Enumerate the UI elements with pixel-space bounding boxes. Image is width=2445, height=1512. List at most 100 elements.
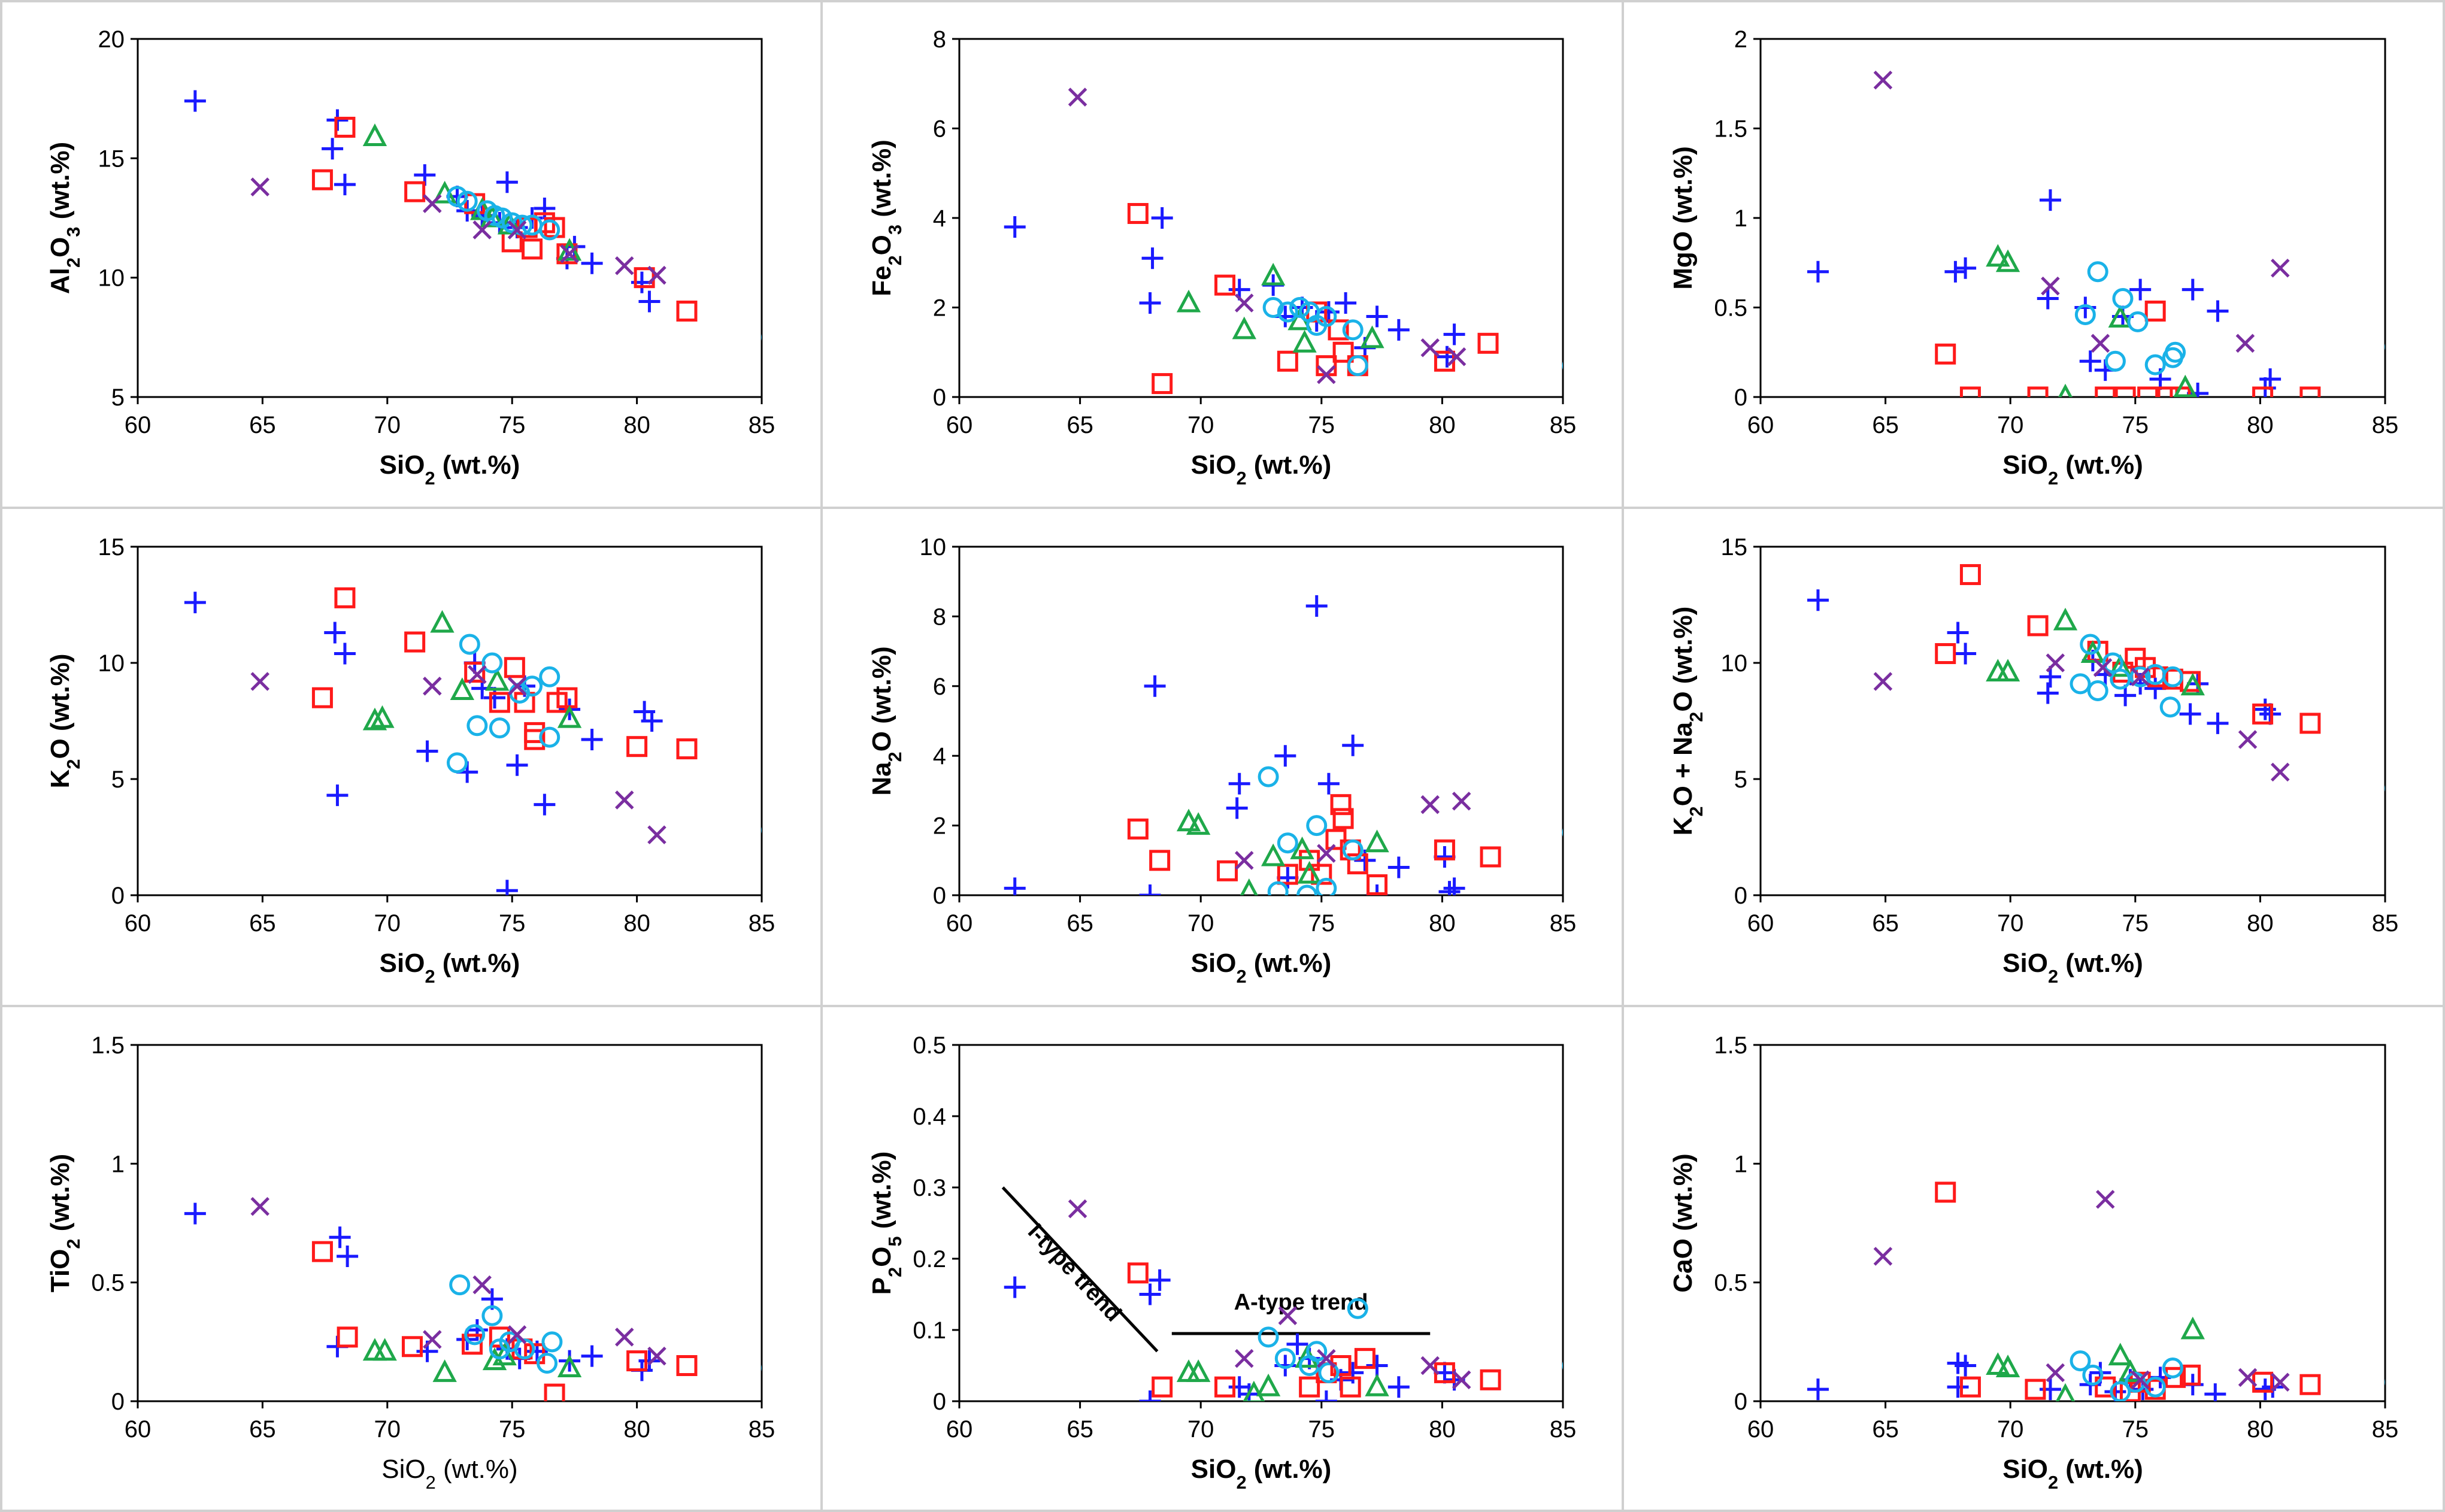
point-square [1214,274,1236,296]
x-tick-label: 80 [623,910,650,937]
y-tick-label: 15 [1721,534,1748,560]
point-plus [1438,881,1461,895]
point-square [1367,874,1388,895]
point-circle [2127,311,2149,332]
point-cross [1420,338,1440,357]
point-circle [447,186,468,207]
point-square [2299,386,2321,397]
point-circle [1267,881,1289,895]
point-square [1959,386,1981,397]
point-square [1935,643,1956,664]
point-circle [2144,354,2166,375]
y-axis-label: TiO2 (wt.%) [46,1154,84,1292]
point-circle [514,1338,535,1360]
point-cross [250,177,269,196]
y-tick-label: 0.5 [1714,295,1747,322]
point-circle [1347,1298,1368,1319]
point-triangle [362,123,387,146]
x-tick-label: 80 [623,412,650,438]
x-tick-label: 70 [374,1416,401,1443]
point-cross [423,1330,442,1349]
point-circle [459,634,480,655]
point-square [2157,386,2179,397]
point-cross [1068,1199,1087,1219]
point-plus [184,90,206,112]
y-tick-label: 2 [933,295,946,322]
point-circle [2104,350,2126,372]
point-circle [1316,305,1337,327]
point-plus [1141,247,1164,269]
point-plus [1342,1362,1364,1384]
point-plus [1944,260,1967,283]
point-circle [1318,1362,1340,1383]
point-cross [507,677,527,696]
data-points [1807,71,2385,397]
point-plus [184,592,206,614]
point-square [464,662,486,683]
point-triangle [1360,325,1384,349]
point-triangle [2108,1343,2132,1366]
y-tick-label: 10 [920,534,947,560]
point-square [489,692,510,713]
point-plus [184,1202,206,1225]
point-triangle [362,707,387,731]
x-tick-label: 75 [2122,1416,2149,1443]
point-square [1354,1348,1375,1369]
point-square [2095,386,2116,397]
data-points [1004,87,1563,395]
chart-mgo: 60 65 70 75 80 85 0 0.5 1 1.5 2 SiO2 (wt.%) MgO (wt.… [1668,26,2398,489]
x-tick-label: 60 [946,910,973,937]
point-plus [1387,856,1410,878]
x-tick-label: 60 [125,910,152,937]
point-circle [2162,1357,2183,1378]
point-circle [1277,832,1298,854]
point-cross [614,1328,634,1347]
point-plus [1226,797,1248,819]
point-plus [1004,216,1026,238]
point-plus [1434,846,1456,868]
point-circle [2112,288,2134,310]
point-plus [1228,772,1250,795]
point-cross [647,265,666,285]
point-square [1480,846,1501,868]
point-cross [2238,1368,2258,1387]
x-tick-label: 85 [749,1416,775,1443]
point-square [2299,1374,2321,1395]
point-triangle [1186,1359,1211,1382]
point-triangle [1261,262,1286,286]
point-plus [1807,260,1829,283]
x-tick-label: 80 [1429,1416,1456,1443]
point-square [544,1383,565,1401]
plot-area [958,546,1564,896]
x-tick-label: 65 [1067,910,1093,937]
point-square [2027,615,2049,637]
point-circle [1342,839,1364,860]
point-cross [468,665,487,684]
x-axis-label: SiO2 (wt.%) [1191,949,1332,987]
point-square [1332,808,1354,829]
point-circle [1562,1361,1563,1370]
point-circle [1277,301,1298,323]
y-tick-label: 2 [933,813,946,840]
point-circle [761,1365,762,1371]
point-square [311,687,333,708]
point-square [1127,1262,1149,1284]
point-square [2180,1364,2201,1386]
point-plus [2129,278,2152,301]
x-tick-label: 65 [1067,1416,1093,1443]
point-circle [2129,666,2151,687]
point-circle [1562,828,1563,837]
point-plus [329,1226,351,1249]
x-tick-label: 75 [2122,412,2149,438]
point-circle [1262,297,1284,318]
data-points [1004,595,1563,895]
point-circle [1306,1341,1328,1362]
point-plus [1443,877,1465,895]
point-square [1214,1376,1236,1398]
point-triangle [432,1359,457,1382]
point-triangle [1290,837,1314,859]
point-cross [250,672,269,691]
x-tick-label: 85 [2372,1416,2399,1443]
x-tick-label: 70 [1997,412,2024,438]
point-cross [647,1346,666,1366]
